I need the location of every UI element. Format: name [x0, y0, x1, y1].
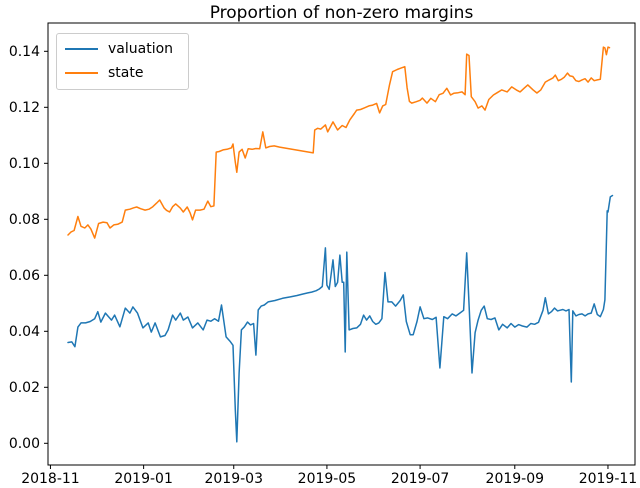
y-tick-label: 0.04 [9, 324, 40, 340]
legend-item-state: state [65, 65, 178, 82]
series-line-valuation [67, 194, 614, 443]
legend: valuation state [56, 33, 189, 90]
y-tick-label: 0.08 [9, 212, 40, 228]
y-tick-label: 0.12 [9, 100, 40, 116]
y-tick-label: 0.06 [9, 268, 40, 284]
x-tick-label: 2018-11 [21, 471, 80, 487]
y-tick-label: 0.00 [9, 436, 40, 452]
x-tick-label: 2019-09 [486, 471, 545, 487]
legend-label-valuation: valuation [108, 41, 174, 57]
legend-line-state-icon [65, 72, 98, 75]
axes-frame [47, 22, 636, 466]
series-line-state [67, 46, 611, 239]
chart-title: Proportion of non-zero margins [209, 3, 474, 23]
x-tick-label: 2019-03 [204, 471, 263, 487]
y-tick-label: 0.02 [9, 380, 40, 396]
y-tick-label: 0.10 [9, 156, 40, 172]
x-tick-label: 2019-05 [298, 471, 357, 487]
x-tick-label: 2019-07 [391, 471, 450, 487]
legend-item-valuation: valuation [65, 41, 178, 58]
legend-label-state: state [108, 64, 144, 81]
x-tick-label: 2019-01 [114, 471, 173, 487]
y-tick-label: 0.14 [9, 44, 40, 60]
legend-line-valuation-icon [65, 48, 98, 51]
x-tick-label: 2019-11 [579, 471, 638, 487]
